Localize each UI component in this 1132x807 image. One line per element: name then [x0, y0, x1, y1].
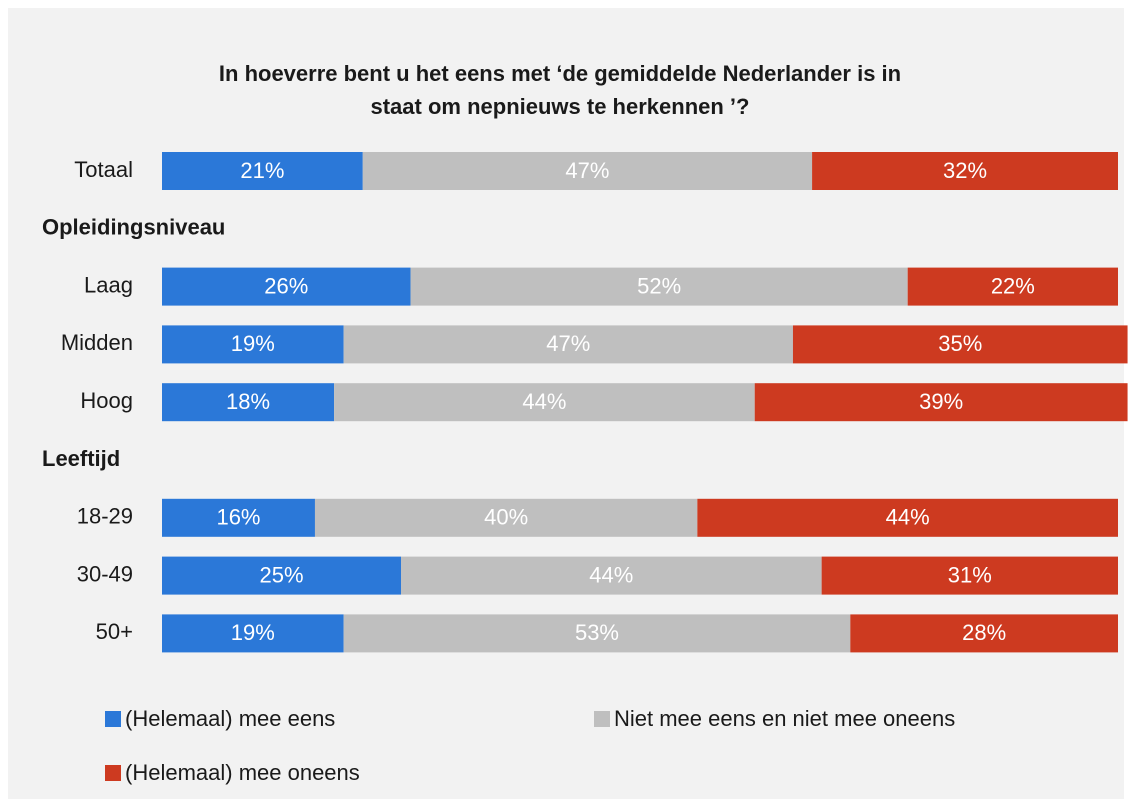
- bar-segment: [410, 267, 908, 306]
- bar-segment: [362, 152, 813, 190]
- bar-segment: [314, 498, 698, 537]
- group-header: Leeftijd: [42, 446, 120, 471]
- bar-segment: [162, 325, 344, 364]
- y-tick-label: Hoog: [80, 388, 133, 413]
- data-label: 21%: [240, 158, 284, 183]
- bar-segment: [162, 383, 335, 422]
- bar-segment: [162, 152, 363, 190]
- data-label: 32%: [943, 158, 987, 183]
- data-label: 22%: [991, 273, 1035, 298]
- data-label: 28%: [962, 620, 1006, 645]
- y-tick-label: Laag: [84, 272, 133, 297]
- data-label: 47%: [546, 331, 590, 356]
- data-label: 44%: [589, 562, 633, 587]
- data-label: 26%: [264, 273, 308, 298]
- data-label: 31%: [948, 562, 992, 587]
- data-label: 44%: [522, 389, 566, 414]
- legend-swatch: [594, 711, 610, 727]
- legend-swatch: [105, 711, 121, 727]
- bar-segment: [343, 325, 793, 364]
- y-tick-label: Midden: [61, 330, 133, 355]
- data-label: 52%: [637, 273, 681, 298]
- legend-swatch: [105, 765, 121, 781]
- data-label: 44%: [886, 505, 930, 530]
- y-tick-label: 50+: [96, 619, 133, 644]
- bar-segment: [907, 267, 1118, 306]
- bar-segment: [697, 498, 1118, 537]
- y-tick-label: 30-49: [77, 561, 133, 586]
- bar-segment: [754, 383, 1128, 422]
- data-label: 39%: [919, 389, 963, 414]
- legend-label: (Helemaal) mee oneens: [125, 760, 360, 785]
- bar-segment: [821, 556, 1118, 595]
- chart-title: In hoeverre bent u het eens met ‘de gemi…: [219, 61, 901, 86]
- bar-segment: [343, 614, 851, 653]
- data-label: 40%: [484, 505, 528, 530]
- bar-segment: [162, 556, 401, 595]
- data-label: 35%: [938, 331, 982, 356]
- legend-label: Niet mee eens en niet mee oneens: [614, 706, 955, 731]
- y-tick-label: 18-29: [77, 504, 133, 529]
- bar-segment: [162, 267, 411, 306]
- y-tick-label: Totaal: [74, 157, 133, 182]
- bar-segment: [850, 614, 1118, 653]
- chart-title: staat om nepnieuws te herkennen ’?: [371, 94, 750, 119]
- data-label: 19%: [231, 620, 275, 645]
- bar-segment: [162, 614, 344, 653]
- data-label: 25%: [259, 562, 303, 587]
- bar-segment: [792, 325, 1128, 364]
- bar-segment: [334, 383, 755, 422]
- group-header: Opleidingsniveau: [42, 215, 225, 240]
- data-label: 47%: [565, 158, 609, 183]
- data-label: 18%: [226, 389, 270, 414]
- data-label: 19%: [231, 331, 275, 356]
- bar-segment: [812, 152, 1118, 190]
- legend-label: (Helemaal) mee eens: [125, 706, 335, 731]
- data-label: 16%: [216, 505, 260, 530]
- data-label: 53%: [575, 620, 619, 645]
- bar-segment: [162, 498, 315, 537]
- bar-segment: [401, 556, 822, 595]
